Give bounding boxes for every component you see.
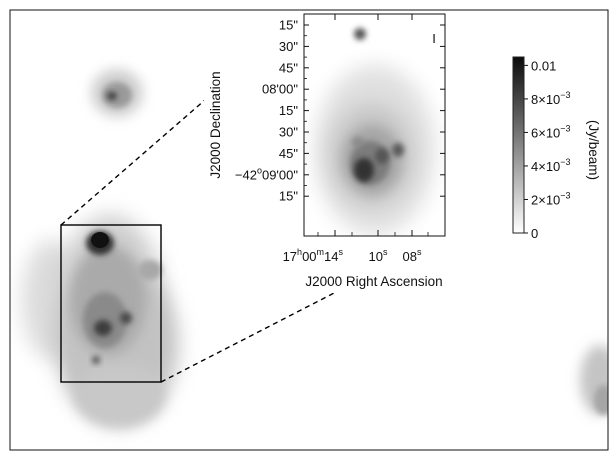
inset-y-tick-label: 45" (279, 60, 298, 75)
inset-y-tick-label: 15" (279, 189, 298, 204)
main-map-frame (9, 9, 609, 451)
inset-y-tick-label: 30" (279, 39, 298, 54)
inset-y-tick-label: 30" (279, 125, 298, 140)
inset-x-axis-title: J2000 Right Ascension (305, 274, 442, 289)
inset-x-tick-label: 08s (403, 247, 422, 264)
inset-y-tick-label: 08'00" (262, 82, 298, 97)
inset-y-tick-label: −42o09'00" (235, 165, 298, 182)
colorbar-labels: 0.01 8×10−3 6×10−3 4×10−3 2×10−3 0 (524, 58, 571, 241)
inset-x-tick-label: 17h00m14s (283, 247, 344, 264)
inset-y-tick-label: 15" (279, 103, 298, 118)
colorbar (512, 56, 525, 234)
inset-y-axis-title: J2000 Declination (208, 71, 223, 178)
inset-frame (303, 13, 446, 237)
colorbar-tick-label: 6×10−3 (531, 123, 571, 140)
inset-x-axis: 17h00m14s 10s 08s (283, 14, 429, 264)
colorbar-title: (Jy/beam) (586, 120, 601, 180)
colorbar-tick-label: 8×10−3 (531, 90, 571, 107)
colorbar-tick-label: 0 (531, 226, 538, 241)
zoom-region-box (60, 224, 162, 383)
main-map-image (22, 69, 608, 427)
inset-y-tick-label: 15" (279, 18, 298, 33)
colorbar-tick-label: 0.01 (531, 58, 556, 73)
colorbar-tick-label: 4×10−3 (531, 157, 571, 174)
inset-x-tick-label: 10s (369, 247, 388, 264)
beam-marker: I (432, 31, 436, 46)
inset-y-axis: 15" 30" 45" 08'00" 15" 30" 45" −42o09'00" 15" (235, 18, 445, 204)
inset-y-tick-label: 45" (279, 146, 298, 161)
inset-image (315, 28, 435, 235)
colorbar-tick-label: 2×10−3 (531, 190, 571, 207)
